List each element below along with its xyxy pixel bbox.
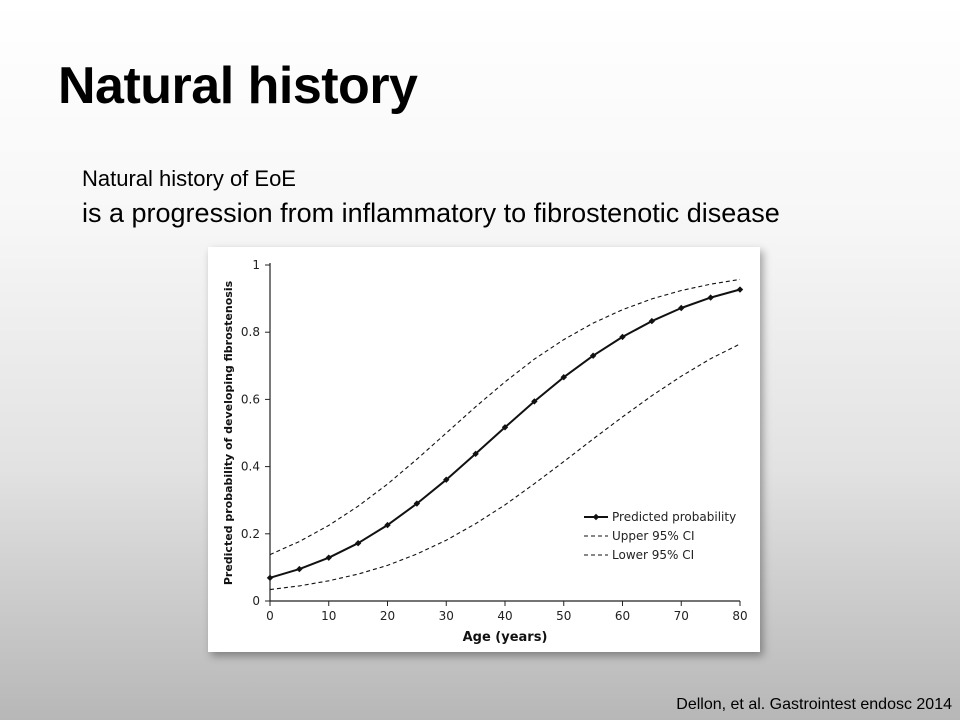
probability-chart: 0 10 20 30 40 50 60 70 80 0 0.2 0.4 0.6 0.8 1 Age (year…	[222, 258, 748, 645]
x-tick-label: 30	[439, 609, 454, 623]
data-point	[443, 476, 450, 483]
data-point	[325, 554, 332, 561]
data-point	[413, 500, 421, 507]
data-point	[707, 294, 714, 301]
data-point	[531, 398, 538, 405]
slide-subtitle-line2: is a progression from inflammatory to fi…	[82, 198, 780, 228]
x-tick-label: 0	[266, 609, 274, 623]
data-point	[354, 540, 362, 547]
data-point	[736, 286, 744, 293]
y-tick-label: 0.2	[241, 527, 260, 541]
x-tick-label: 40	[497, 609, 512, 623]
x-tick-label: 20	[380, 609, 395, 623]
data-point	[619, 333, 626, 341]
data-point	[589, 352, 597, 359]
legend-marker	[592, 513, 600, 521]
series-line-3	[269, 343, 741, 591]
chart-figure: 0 10 20 30 40 50 60 70 80 0 0.2 0.4 0.6 0.8 1 Age (year…	[208, 247, 760, 652]
data-point	[648, 317, 656, 325]
citation: Dellon, et al. Gastrointest endosc 2014	[676, 696, 952, 713]
data-point	[296, 565, 303, 573]
data-point	[678, 304, 685, 312]
y-tick-label: 0.4	[241, 460, 260, 474]
y-tick-label: 0	[252, 594, 260, 608]
y-tick-label: 0.6	[241, 392, 260, 406]
data-point	[560, 374, 567, 381]
legend-label-2: Upper 95% CI	[612, 529, 695, 543]
y-tick-label: 0.8	[241, 325, 260, 339]
x-tick-label: 80	[732, 609, 747, 623]
data-point	[266, 574, 274, 582]
legend-label-1: Predicted probability	[612, 510, 736, 524]
data-point	[501, 424, 509, 431]
x-axis-label: Age (years)	[463, 630, 548, 645]
slide-subtitle-line1: Natural history of EoE	[82, 166, 296, 191]
y-tick-label: 1	[252, 258, 260, 272]
x-tick-label: 60	[615, 609, 630, 623]
slide-title: Natural history	[58, 57, 418, 115]
x-tick-label: 10	[321, 609, 336, 623]
x-tick-label: 50	[556, 609, 571, 623]
x-tick-label: 70	[674, 609, 689, 623]
y-axis-label: Predicted probability of developing fibr…	[222, 280, 235, 585]
legend-label-3: Lower 95% CI	[612, 548, 694, 562]
